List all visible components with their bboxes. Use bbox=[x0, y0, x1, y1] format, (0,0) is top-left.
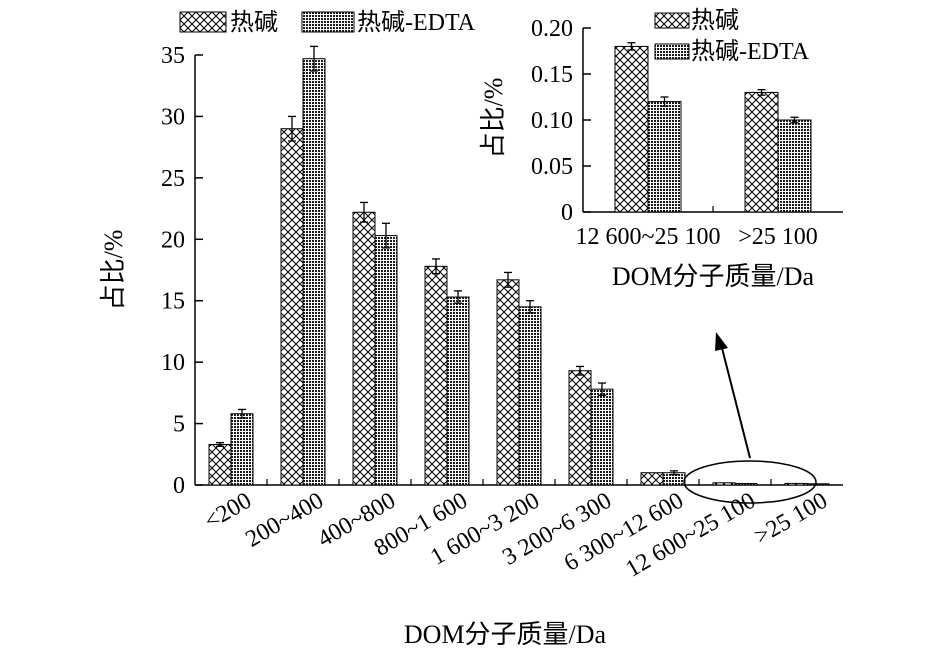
main-bar-series-1 bbox=[424, 265, 448, 486]
main-y-tick-label: 30 bbox=[161, 104, 185, 130]
main-bar-series-1 bbox=[712, 482, 736, 486]
inset-legend-swatch-series-2 bbox=[654, 43, 690, 60]
inset-x-tick-label: 12 600~25 100 bbox=[576, 224, 721, 250]
main-x-tick-label: >25 100 bbox=[750, 488, 832, 550]
main-bar-series-1 bbox=[640, 472, 664, 486]
main-error-bar-series-2 bbox=[526, 300, 534, 314]
inset-legend: 热碱 热碱-EDTA bbox=[654, 7, 810, 65]
inset-bar-series-2 bbox=[777, 119, 812, 213]
legend-swatch-series-2 bbox=[301, 11, 355, 33]
main-bar-series-2 bbox=[590, 388, 614, 486]
main-bar-series-1 bbox=[496, 279, 520, 486]
main-y-tick-label: 35 bbox=[161, 43, 185, 69]
inset-bar-series-2 bbox=[647, 101, 682, 213]
main-bar-series-2 bbox=[806, 483, 830, 486]
inset-y-tick-label: 0.20 bbox=[531, 16, 573, 42]
zoom-highlight-ellipse bbox=[683, 460, 817, 504]
zoom-arrow bbox=[721, 347, 751, 459]
main-bar-series-1 bbox=[784, 482, 808, 486]
main-error-bar-series-2 bbox=[598, 382, 606, 396]
main-bar-series-2 bbox=[518, 306, 542, 486]
main-bar-series-1 bbox=[280, 128, 304, 486]
main-x-tick-label: 200~400 bbox=[241, 488, 328, 553]
inset-error-bar-series-1 bbox=[757, 88, 766, 96]
main-error-bar-series-1 bbox=[432, 258, 440, 275]
main-error-bar-series-2 bbox=[382, 222, 390, 249]
inset-x-tick-label: >25 100 bbox=[738, 224, 818, 250]
inset-error-bar-series-1 bbox=[627, 42, 636, 51]
main-bar-series-1 bbox=[568, 370, 592, 486]
legend-label-series-2: 热碱-EDTA bbox=[357, 9, 476, 36]
inset-error-bar-series-2 bbox=[660, 96, 669, 107]
main-y-tick-label: 15 bbox=[161, 289, 185, 315]
inset-error-bar-series-2 bbox=[790, 116, 799, 124]
inset-x-axis-label: DOM分子质量/Da bbox=[612, 262, 815, 291]
main-y-tick-label: 10 bbox=[161, 350, 185, 376]
zoom-arrowhead bbox=[715, 332, 728, 351]
legend-label-series-1: 热碱 bbox=[230, 9, 278, 36]
inset-legend-swatch-series-1 bbox=[654, 12, 690, 29]
main-error-bar-series-2 bbox=[238, 408, 246, 419]
main-error-bar-series-1 bbox=[288, 115, 296, 142]
inset-y-tick-label: 0.05 bbox=[531, 154, 573, 180]
inset-legend-label-series-1: 热碱 bbox=[691, 7, 739, 34]
main-error-bar-series-1 bbox=[504, 271, 512, 288]
inset-legend-label-series-2: 热碱-EDTA bbox=[691, 38, 810, 65]
main-bar-series-2 bbox=[302, 58, 326, 486]
inset-y-axis-label: 占比/% bbox=[479, 78, 508, 159]
main-y-tick-label: 25 bbox=[161, 166, 185, 192]
main-error-bar-series-2 bbox=[670, 470, 678, 476]
main-y-tick-label: 5 bbox=[173, 412, 185, 438]
inset-y-tick-label: 0 bbox=[561, 200, 573, 226]
main-error-bar-series-2 bbox=[454, 290, 462, 304]
main-bar-series-1 bbox=[352, 211, 376, 486]
inset-y-tick-label: 0.10 bbox=[531, 108, 573, 134]
main-bar-series-2 bbox=[446, 296, 470, 486]
main-error-bar-series-1 bbox=[216, 441, 224, 447]
legend-swatch-series-1 bbox=[179, 11, 227, 33]
main-error-bar-series-2 bbox=[310, 45, 318, 72]
main-y-tick-label: 20 bbox=[161, 227, 185, 253]
inset-chart: 0 0.05 0.10 0.15 0.20 12 600~25 100 >25 100 占… bbox=[479, 7, 843, 291]
inset-bar-series-1 bbox=[744, 91, 779, 213]
main-bar-series-2 bbox=[230, 413, 254, 486]
main-y-tick-label: 0 bbox=[173, 473, 185, 499]
main-bar-series-2 bbox=[374, 235, 398, 486]
main-y-axis-label: 占比/% bbox=[99, 230, 128, 311]
main-error-bar-series-1 bbox=[576, 365, 584, 376]
main-bar-series-1 bbox=[208, 443, 232, 486]
main-error-bar-series-1 bbox=[360, 201, 368, 223]
main-bar-series-2 bbox=[734, 483, 758, 486]
inset-bar-series-1 bbox=[614, 45, 649, 213]
main-x-axis-label: DOM分子质量/Da bbox=[404, 620, 607, 649]
inset-y-tick-label: 0.15 bbox=[531, 62, 573, 88]
main-legend: 热碱 热碱-EDTA bbox=[179, 9, 476, 36]
